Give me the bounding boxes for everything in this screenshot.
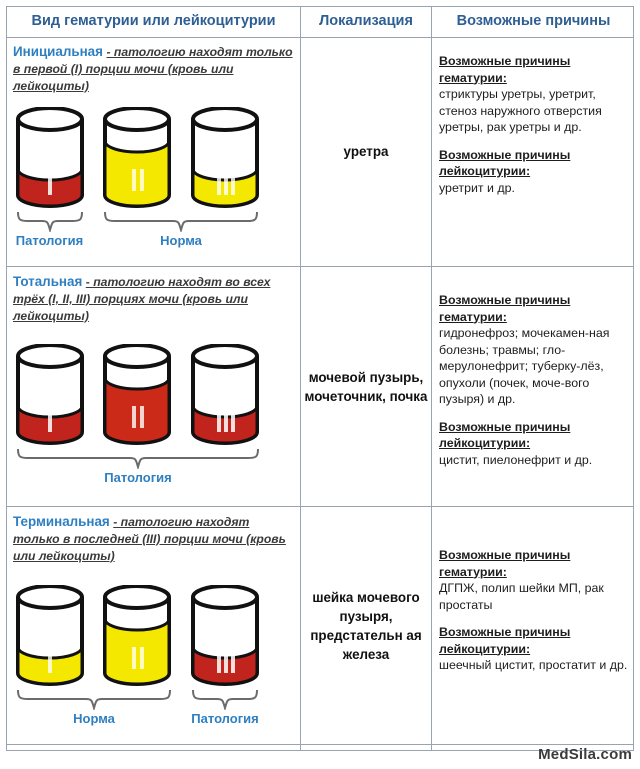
row-2-glass-2 <box>99 344 175 446</box>
row-3-hematuria-text: ДГПЖ, полип шейки МП, рак простаты <box>439 581 604 612</box>
row-3-glass-3 <box>187 585 263 687</box>
row-3-type: Терминальная - патологию находят только … <box>13 513 295 565</box>
row-2-type-name: Тотальная <box>13 274 83 289</box>
header-localization: Локализация <box>319 13 413 30</box>
row-3-type-desc: - патологию находят только в последней (… <box>13 515 286 563</box>
row-2-type: Тотальная - патологию находят во всех тр… <box>13 273 295 325</box>
row-3-causes: Возможные причины гематурии: ДГПЖ, полип… <box>439 547 629 674</box>
row-3-brace-1 <box>12 688 176 715</box>
row-2-glass-1 <box>12 344 88 446</box>
row-1-leukocyturia-text: уретрит и др. <box>439 180 515 195</box>
row-1-glass-1 <box>12 107 88 209</box>
column-divider-2 <box>431 7 432 750</box>
row-2-hematuria-text: гидронефроз; мочекамен-ная болезнь; трав… <box>439 326 610 406</box>
row-divider-2 <box>7 506 633 507</box>
row-3-brace-label-1: Норма <box>73 711 115 726</box>
row-divider-3 <box>7 744 633 745</box>
row-1-brace-1 <box>12 210 88 237</box>
row-2-localization: мочевой пузырь, мочеточник, почка <box>304 369 428 404</box>
row-1-brace-label-1: Патология <box>15 233 84 248</box>
row-2-brace-label-1: Патология <box>104 470 172 485</box>
row-2-type-desc: - патологию находят во всех трёх (I, II,… <box>13 275 271 323</box>
row-2-hematuria-title: Возможные причины гематурии: <box>439 293 571 324</box>
row-3-leukocyturia-title: Возможные причины лейкоцитурии: <box>439 625 571 656</box>
row-1-type-name: Инициальная <box>13 44 103 59</box>
row-3-glass-2 <box>99 585 175 687</box>
row-2-leukocyturia-title: Возможные причины лейкоцитурии: <box>439 419 571 451</box>
hematuria-table: Вид гематурии или лейкоцитурии Локализац… <box>6 6 634 751</box>
row-1-type-desc: - патологию находят только в первой (I) … <box>13 45 293 93</box>
row-1-glass-3 <box>187 107 263 209</box>
row-3-brace-2 <box>187 688 263 715</box>
row-1-hematuria-text: стриктуры уретры, уретрит, стеноз наружн… <box>439 87 602 134</box>
watermark: MedSila.com <box>538 746 632 763</box>
header-type: Вид гематурии или лейкоцитурии <box>31 13 276 30</box>
header-causes: Возможные причины <box>456 13 611 30</box>
row-1-type: Инициальная - патологию находят только в… <box>13 43 295 95</box>
row-1-brace-2 <box>99 210 263 237</box>
row-2-brace-1 <box>12 447 264 474</box>
row-divider-1 <box>7 266 633 267</box>
row-3-hematuria-title: Возможные причины гематурии: <box>439 548 571 579</box>
row-3-type-name: Терминальная <box>13 514 110 529</box>
row-3-localization: шейка мочевого пузыря, предстательн ая ж… <box>310 589 422 663</box>
row-1-glass-2 <box>99 107 175 209</box>
row-3-leukocyturia-text: шеечный цистит, простатит и др. <box>439 658 628 672</box>
row-3-glass-1 <box>12 585 88 687</box>
row-3-brace-label-2: Патология <box>191 711 259 726</box>
row-1-localization: уретра <box>343 144 389 160</box>
row-1-hematuria-title: Возможные причины гематурии: <box>439 54 571 85</box>
row-1-causes: Возможные причины гематурии: стриктуры у… <box>439 53 629 196</box>
column-divider-1 <box>300 7 301 750</box>
row-1-leukocyturia-title: Возможные причины лейкоцитурии: <box>439 147 571 179</box>
row-2-leukocyturia-text: цистит, пиелонефрит и др. <box>439 452 593 467</box>
row-2-glass-3 <box>187 344 263 446</box>
header-divider <box>7 37 633 38</box>
row-1-brace-label-2: Норма <box>160 233 202 248</box>
row-2-causes: Возможные причины гематурии: гидронефроз… <box>439 292 629 468</box>
